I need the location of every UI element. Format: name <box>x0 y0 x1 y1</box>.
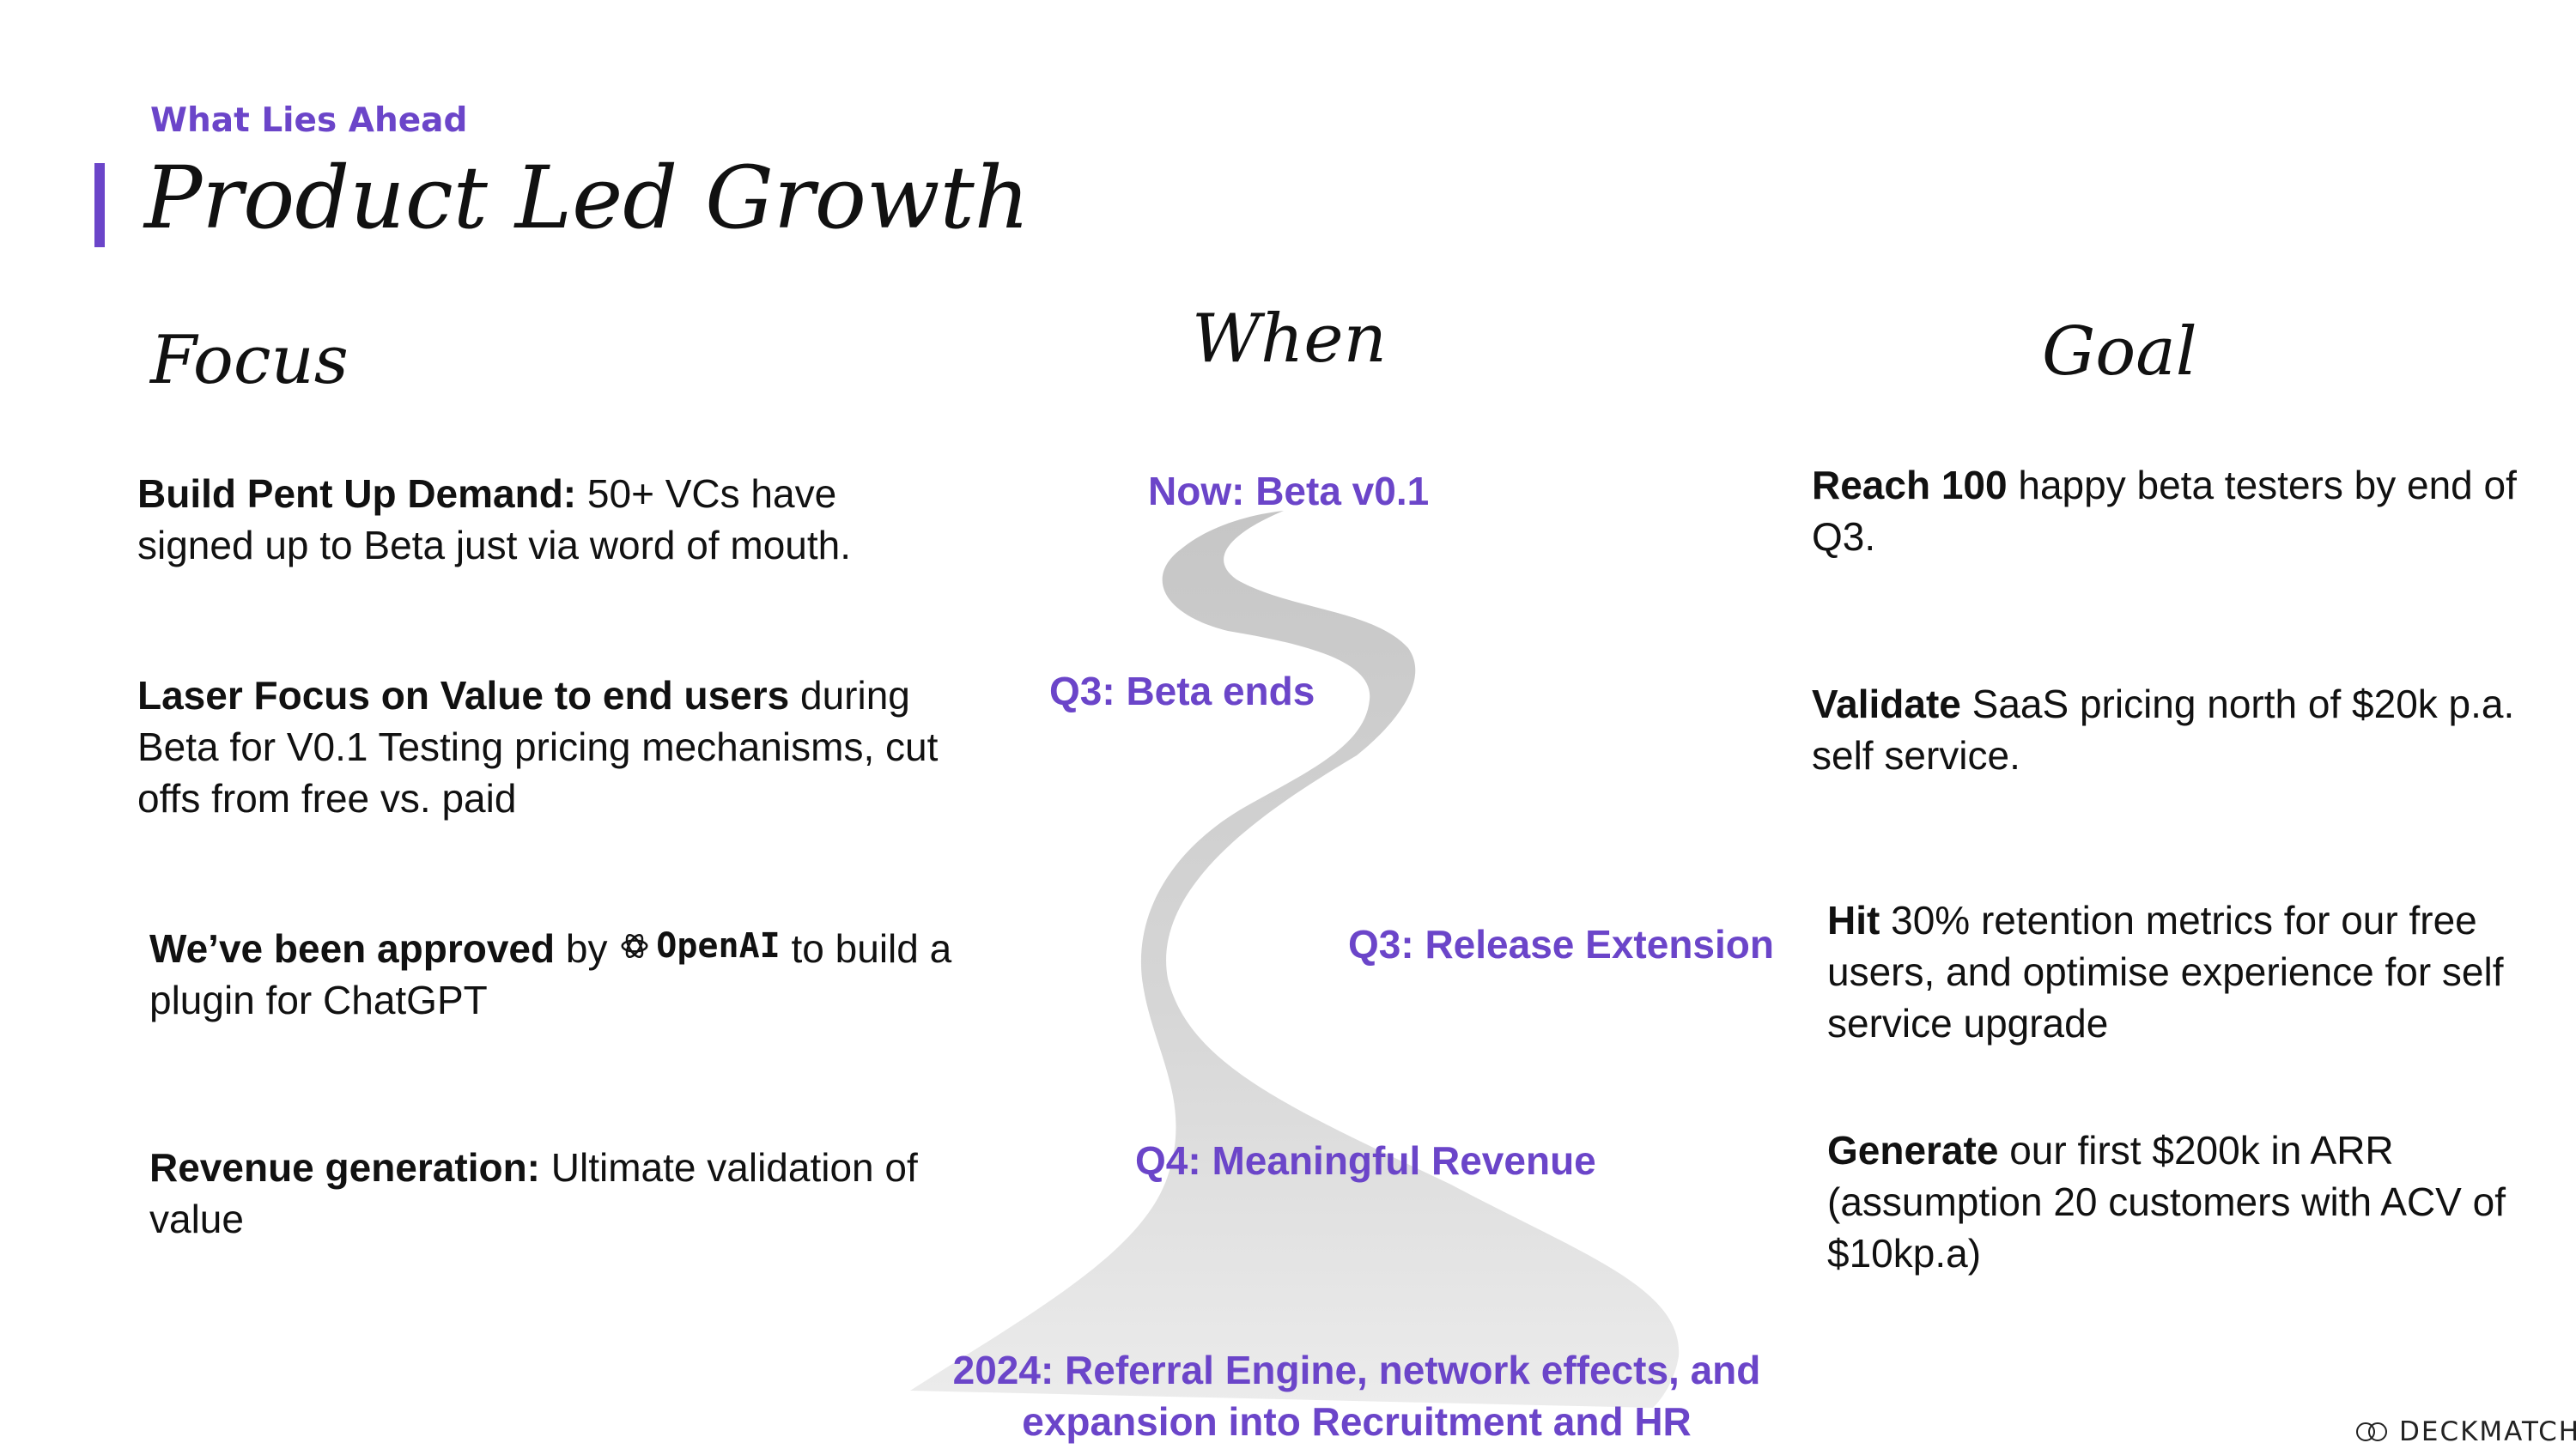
goal-item-hit-text: 30% retention metrics for our free users… <box>1827 898 2504 1046</box>
road-illustration <box>910 511 1680 1408</box>
focus-item-value-text: during Beta for V0.1 Testing pricing mec… <box>137 673 939 821</box>
focus-item-revenue-bold: Revenue generation: <box>149 1145 540 1190</box>
goal-item-hit: Hit 30% retention metrics for our free u… <box>1827 894 2574 1049</box>
when-heading: When <box>1192 300 1387 378</box>
when-q3-extension: Q3: Release Extension <box>1348 922 1774 967</box>
focus-item-openai-text: to build a plugin for ChatGPT <box>149 926 952 1022</box>
when-2024-line2: expansion into Recruitment and HR <box>1022 1399 1692 1444</box>
when-2024-line1: 2024: Referral Engine, network effects, … <box>952 1348 1761 1392</box>
focus-item-revenue-text: Ultimate validation of value <box>149 1145 918 1241</box>
goal-heading: Goal <box>2042 313 2197 391</box>
title-accent-bar <box>94 163 105 247</box>
deckmatch-logo-icon <box>2356 1422 2387 1441</box>
goal-item-validate: Validate SaaS pricing north of $20k p.a.… <box>1812 678 2542 781</box>
focus-item-openai: We’ve been approved by OpenAI to build a… <box>149 920 1008 1026</box>
when-q3-beta-ends: Q3: Beta ends <box>1049 669 1315 713</box>
focus-item-demand: Build Pent Up Demand: 50+ VCs have signe… <box>137 468 919 571</box>
goal-item-generate: Generate our first $200k in ARR (assumpt… <box>1827 1125 2574 1279</box>
goal-item-reach-text: happy beta testers by end of Q3. <box>1812 463 2517 559</box>
when-2024: 2024: Referral Engine, network effects, … <box>902 1344 1812 1447</box>
goal-item-hit-bold: Hit <box>1827 898 1880 943</box>
focus-item-revenue: Revenue generation: Ultimate validation … <box>149 1142 1008 1245</box>
focus-item-demand-text: 50+ VCs have signed up to Beta just via … <box>137 471 852 567</box>
eyebrow: What Lies Ahead <box>150 101 468 140</box>
focus-heading: Focus <box>150 322 349 399</box>
goal-item-validate-text: SaaS pricing north of $20k p.a. self ser… <box>1812 682 2515 778</box>
focus-item-demand-bold: Build Pent Up Demand: <box>137 471 577 516</box>
focus-item-value-bold: Laser Focus on Value to end users <box>137 673 790 718</box>
page-title: Product Led Growth <box>144 148 1030 248</box>
goal-item-validate-bold: Validate <box>1812 682 1961 726</box>
focus-item-openai-bold: We’ve been approved <box>149 926 556 971</box>
openai-logo-text: OpenAI <box>656 926 781 966</box>
when-now: Now: Beta v0.1 <box>1148 469 1430 513</box>
when-q4-revenue: Q4: Meaningful Revenue <box>1135 1138 1596 1183</box>
goal-item-reach: Reach 100 happy beta testers by end of Q… <box>1812 459 2559 562</box>
goal-item-generate-text: our first $200k in ARR (assumption 20 cu… <box>1827 1128 2506 1276</box>
openai-logo: OpenAI <box>618 920 781 972</box>
goal-item-generate-bold: Generate <box>1827 1128 1999 1173</box>
footer-brand: DECKMATCH <box>2353 1416 2576 1447</box>
brand-name: DECKMATCH <box>2399 1416 2576 1447</box>
openai-logo-icon <box>621 933 648 959</box>
focus-item-openai-by: by <box>555 926 619 971</box>
focus-item-value: Laser Focus on Value to end users during… <box>137 670 962 824</box>
goal-item-reach-bold: Reach 100 <box>1812 463 2008 507</box>
